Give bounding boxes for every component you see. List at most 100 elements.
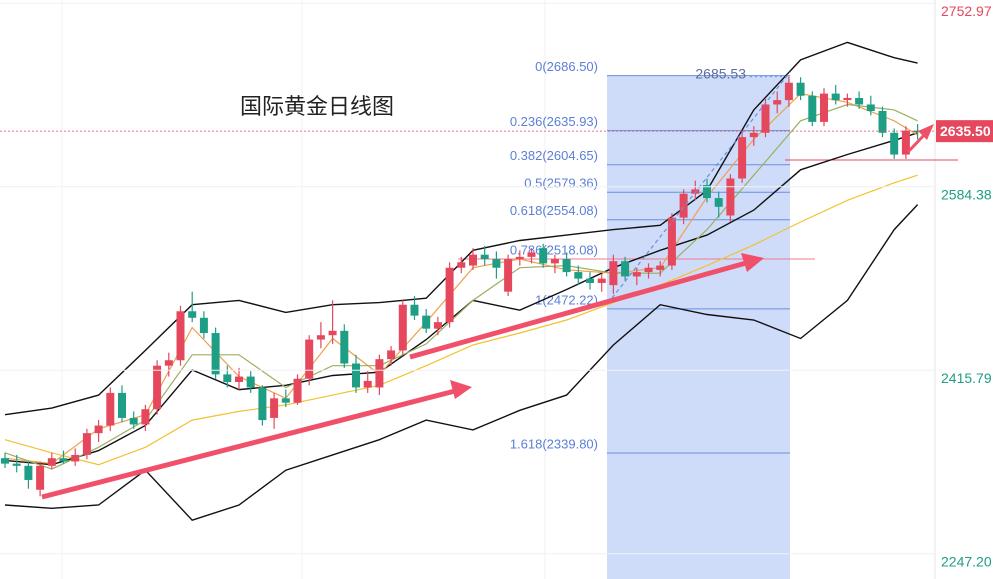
fib-label: 0.5(2579.36) xyxy=(524,176,598,191)
candle-body xyxy=(843,97,852,101)
last-price-tag xyxy=(936,120,993,143)
fib-label: 0.236(2635.93) xyxy=(510,114,598,129)
candle-body xyxy=(656,265,665,270)
y-tick-label: 2247.20 xyxy=(941,553,992,569)
candle-body xyxy=(644,267,653,273)
candle-body xyxy=(457,262,466,268)
candle-body xyxy=(199,317,208,334)
candle-body xyxy=(831,93,840,101)
candle-body xyxy=(796,82,805,96)
candle-body xyxy=(773,100,782,105)
candle-body xyxy=(305,339,314,379)
candle-body xyxy=(258,387,267,421)
candle-body xyxy=(749,132,758,138)
trend-arrow xyxy=(906,131,928,154)
candle-body xyxy=(890,132,899,155)
candle-body xyxy=(94,425,103,434)
trend-arrow xyxy=(409,260,747,360)
candle-body xyxy=(352,363,360,388)
candle-body xyxy=(375,359,384,388)
candle-body xyxy=(621,261,630,277)
candle-body xyxy=(24,465,33,480)
candle-body xyxy=(784,82,793,101)
arrow-head xyxy=(450,380,472,399)
candle-body xyxy=(703,185,711,199)
high-label: 2685.53 xyxy=(695,65,746,81)
candle-body xyxy=(574,272,583,279)
candle-body xyxy=(153,365,162,410)
candle-body xyxy=(515,256,524,260)
candle-body xyxy=(12,463,21,466)
candle-body xyxy=(235,376,243,383)
candle-body xyxy=(387,350,396,360)
candle-body xyxy=(445,267,454,323)
fib-label: 0.618(2554.08) xyxy=(510,203,598,218)
trend-arrow xyxy=(41,388,456,500)
candle-body xyxy=(527,252,536,257)
candle-body xyxy=(71,454,80,462)
candle-body xyxy=(586,278,594,283)
arrow-head xyxy=(741,253,764,272)
candle-body xyxy=(281,398,290,403)
indicator-line xyxy=(4,174,918,466)
arrow-head xyxy=(918,124,934,140)
candle-body xyxy=(82,433,91,455)
candle-body xyxy=(433,322,442,329)
candle-body xyxy=(363,380,372,388)
fib-box xyxy=(607,75,790,579)
candle-body xyxy=(36,465,45,490)
candle-body xyxy=(422,315,431,329)
candle-body xyxy=(106,392,115,426)
candle-body xyxy=(632,272,641,277)
candle-body xyxy=(550,259,559,264)
candle-body xyxy=(539,248,548,264)
candle-body xyxy=(480,254,489,260)
candle-body xyxy=(504,259,513,292)
candle-body xyxy=(316,335,325,340)
candle-body xyxy=(328,330,337,336)
candle-body xyxy=(340,330,349,364)
candle-body xyxy=(808,95,817,122)
candles xyxy=(1,76,922,497)
candle-body xyxy=(714,198,723,207)
fib-label: 1.618(2339.80) xyxy=(510,436,598,451)
candle-body xyxy=(188,311,197,318)
y-tick-label: 2752.97 xyxy=(941,3,992,19)
candle-body xyxy=(492,259,501,268)
candle-body xyxy=(866,104,875,112)
candle-body xyxy=(141,409,150,425)
candle-body xyxy=(679,193,688,218)
candle-body xyxy=(761,104,770,133)
candle-body xyxy=(47,458,56,466)
fib-trend-line xyxy=(611,71,791,299)
candle-body xyxy=(246,376,255,388)
candle-body xyxy=(410,304,419,316)
candle-body xyxy=(878,111,887,133)
chart-title: 国际黄金日线图 xyxy=(240,94,394,119)
candle-body xyxy=(1,458,9,464)
fib-group: 0(2686.50) 0.236(2635.93) 0.382(2604.65) 0.… xyxy=(458,59,958,579)
candle-body xyxy=(293,378,302,403)
candle-body xyxy=(398,304,407,351)
candle-body xyxy=(469,254,477,266)
fib-label: 0.382(2604.65) xyxy=(510,148,598,163)
candle-body xyxy=(270,398,279,418)
y-tick-label: 2415.79 xyxy=(941,370,992,386)
candle-body xyxy=(726,178,735,216)
fib-label: 0.786(2518.08) xyxy=(510,242,598,257)
candle-body xyxy=(211,333,220,375)
indicator-line xyxy=(4,204,919,522)
fib-label: 0(2686.50) xyxy=(535,59,598,74)
candle-body xyxy=(223,374,232,383)
candle-body xyxy=(820,93,828,122)
candle-body xyxy=(667,217,676,266)
candle-body xyxy=(901,130,910,155)
trend-arrows xyxy=(41,124,934,500)
candle-body xyxy=(855,97,864,105)
candle-body xyxy=(738,137,747,179)
candle-body xyxy=(59,458,68,462)
candle-body xyxy=(597,278,606,283)
last-price-label: 2635.50 xyxy=(940,123,991,139)
